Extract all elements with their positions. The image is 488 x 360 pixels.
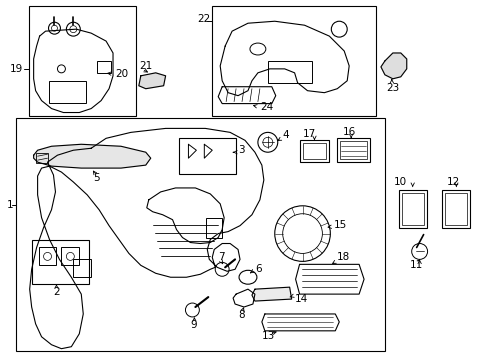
Bar [16,118,384,351]
Bar [178,138,236,174]
Text: 23: 23 [385,83,398,93]
Text: 7: 7 [218,252,224,262]
Text: 8: 8 [238,310,244,320]
Bar [442,190,469,228]
Text: 19: 19 [10,64,23,74]
Text: 18: 18 [337,252,350,262]
Text: 14: 14 [294,294,307,304]
Bar [206,218,222,238]
Bar [97,61,111,73]
Bar [32,239,89,284]
Bar [61,247,79,265]
Text: 13: 13 [262,331,275,341]
Polygon shape [380,53,406,79]
Bar [340,141,366,159]
Text: 11: 11 [409,260,423,270]
Polygon shape [139,73,165,89]
Bar [36,153,47,163]
Polygon shape [34,144,150,168]
Bar [267,61,312,83]
Text: 3: 3 [238,145,244,155]
Text: 1: 1 [7,200,14,210]
Text: 5: 5 [93,173,99,183]
Text: 17: 17 [302,129,315,139]
Bar [212,6,375,116]
Bar [29,6,136,116]
Text: 20: 20 [115,69,128,79]
Bar [48,81,86,103]
Bar [337,138,369,162]
Text: 9: 9 [190,320,197,330]
Bar [73,260,91,277]
Text: 21: 21 [139,61,152,71]
Text: 6: 6 [254,264,261,274]
Text: 4: 4 [282,130,289,140]
Text: 12: 12 [446,177,459,187]
Text: 24: 24 [259,102,273,112]
Bar [401,193,423,225]
Text: 15: 15 [334,220,347,230]
Bar [299,140,328,162]
Bar [39,247,56,265]
Text: 22: 22 [197,14,210,24]
Text: 2: 2 [53,287,60,297]
Bar [398,190,426,228]
Text: 16: 16 [342,127,355,138]
Bar [445,193,467,225]
Bar [302,143,325,159]
Polygon shape [251,287,291,301]
Text: 10: 10 [393,177,407,187]
